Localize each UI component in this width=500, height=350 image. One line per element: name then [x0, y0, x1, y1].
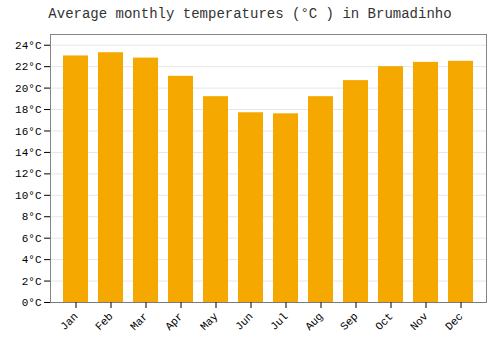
svg-text:4°C: 4°C: [22, 254, 42, 266]
svg-text:2°C: 2°C: [22, 276, 42, 288]
svg-text:12°C: 12°C: [15, 168, 42, 180]
svg-text:14°C: 14°C: [15, 147, 42, 159]
svg-text:24°C: 24°C: [15, 40, 42, 52]
svg-text:Aug: Aug: [303, 310, 325, 332]
svg-text:6°C: 6°C: [22, 233, 42, 245]
svg-text:Sep: Sep: [338, 310, 360, 332]
svg-text:16°C: 16°C: [15, 126, 42, 138]
svg-text:Feb: Feb: [93, 310, 115, 332]
svg-text:May: May: [198, 310, 221, 333]
svg-text:Dec: Dec: [443, 310, 465, 332]
svg-text:Apr: Apr: [163, 310, 185, 332]
svg-text:22°C: 22°C: [15, 61, 42, 73]
html-text:Average monthly temperatures (: Average monthly temperatures (°C ) in Br…: [48, 6, 452, 22]
svg-text:20°C: 20°C: [15, 83, 42, 95]
svg-text:10°C: 10°C: [15, 190, 42, 202]
svg-text:18°C: 18°C: [15, 104, 42, 116]
svg-text:Jul: Jul: [268, 310, 290, 332]
svg-text:8°C: 8°C: [22, 211, 42, 223]
svg-text:Mar: Mar: [128, 310, 150, 332]
svg-text:Nov: Nov: [408, 310, 431, 333]
svg-text:0°C: 0°C: [22, 297, 42, 309]
svg-text:Jan: Jan: [58, 310, 80, 332]
svg-text:Oct: Oct: [373, 310, 395, 332]
svg-text:Jun: Jun: [233, 310, 255, 332]
